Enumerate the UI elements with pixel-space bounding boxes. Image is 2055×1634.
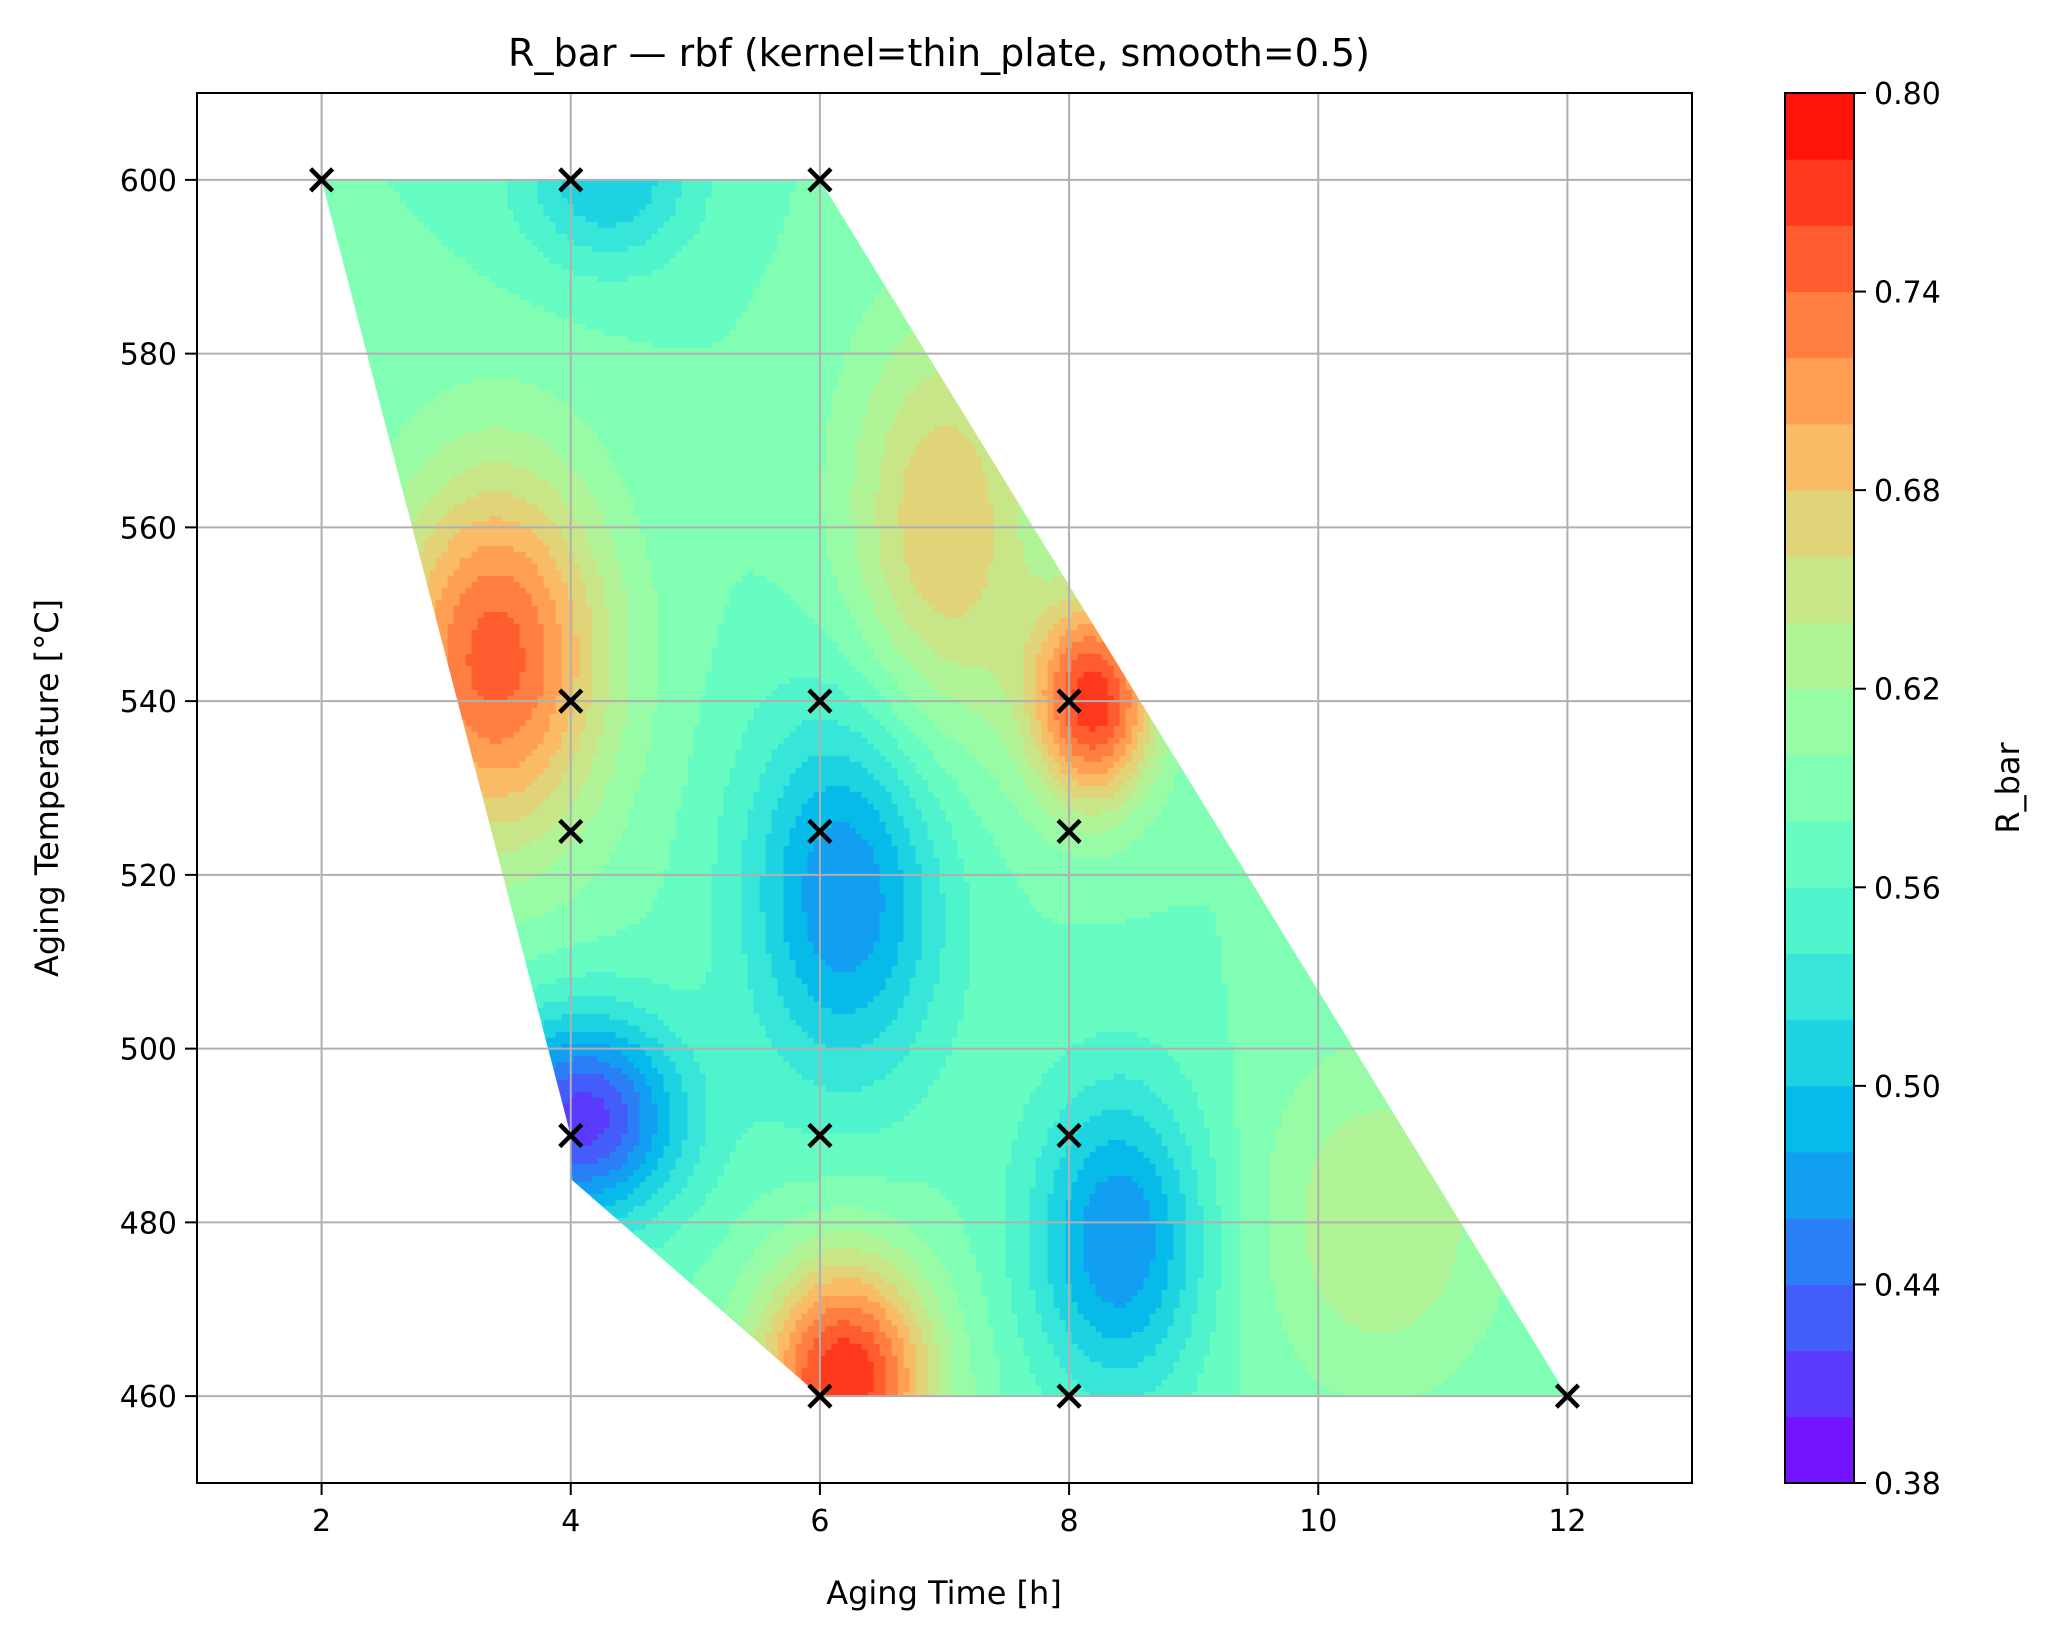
x-tick-label: 10 xyxy=(1299,1504,1337,1539)
colorbar-level xyxy=(1785,1218,1854,1285)
chart-title: R_bar — rbf (kernel=thin_plate, smooth=0… xyxy=(508,31,1370,75)
y-tick-label: 580 xyxy=(120,338,177,373)
colorbar-level xyxy=(1785,1284,1854,1351)
colorbar-tick-label: 0.50 xyxy=(1874,1070,1941,1105)
y-tick-label: 560 xyxy=(120,511,177,546)
y-axis-label: Aging Temperature [°C] xyxy=(28,599,66,977)
colorbar-level xyxy=(1785,556,1854,623)
colorbar-level xyxy=(1785,953,1854,1020)
colorbar-level xyxy=(1785,1086,1854,1153)
colorbar-tick-label: 0.38 xyxy=(1874,1467,1941,1502)
colorbar: 0.38 0.44 0.50 0.56 0.62 0.68 0.74 0.80 R_bar xyxy=(1785,77,2027,1502)
x-tick-label: 8 xyxy=(1060,1504,1079,1539)
colorbar-level xyxy=(1785,424,1854,491)
plot-area: 2 4 6 8 10 12 460 480 500 520 540 560 580 600 xyxy=(120,93,1692,1539)
y-tick-label: 460 xyxy=(120,1380,177,1415)
colorbar-level xyxy=(1785,1351,1854,1418)
x-axis-label: Aging Time [h] xyxy=(826,1574,1062,1612)
colorbar-level xyxy=(1785,821,1854,888)
colorbar-level xyxy=(1785,1417,1854,1484)
x-tick-label: 12 xyxy=(1548,1504,1586,1539)
colorbar-tick-label: 0.68 xyxy=(1874,474,1941,509)
x-tick-label: 6 xyxy=(810,1504,829,1539)
y-tick-label: 520 xyxy=(120,859,177,894)
colorbar-levels xyxy=(1785,93,1854,1484)
colorbar-level xyxy=(1785,755,1854,822)
x-axis-ticks: 2 4 6 8 10 12 xyxy=(312,1483,1586,1539)
colorbar-level xyxy=(1785,623,1854,690)
colorbar-level xyxy=(1785,689,1854,756)
y-tick-label: 540 xyxy=(120,685,177,720)
colorbar-level xyxy=(1785,292,1854,359)
x-tick-label: 2 xyxy=(312,1504,331,1539)
contour-fill xyxy=(322,180,1571,1399)
colorbar-level xyxy=(1785,1020,1854,1087)
colorbar-level xyxy=(1785,93,1854,160)
colorbar-level xyxy=(1785,358,1854,425)
x-tick-label: 4 xyxy=(561,1504,580,1539)
colorbar-tick-label: 0.44 xyxy=(1874,1268,1941,1303)
y-axis-ticks: 460 480 500 520 540 560 580 600 xyxy=(120,164,197,1415)
y-tick-label: 500 xyxy=(120,1033,177,1068)
colorbar-ticks: 0.38 0.44 0.50 0.56 0.62 0.68 0.74 0.80 xyxy=(1854,77,1941,1502)
colorbar-tick-label: 0.56 xyxy=(1874,871,1941,906)
colorbar-level xyxy=(1785,1152,1854,1219)
colorbar-tick-label: 0.80 xyxy=(1874,77,1941,112)
y-tick-label: 600 xyxy=(120,164,177,199)
colorbar-level xyxy=(1785,887,1854,954)
y-tick-label: 480 xyxy=(120,1206,177,1241)
colorbar-level xyxy=(1785,225,1854,292)
colorbar-tick-label: 0.62 xyxy=(1874,673,1941,708)
colorbar-tick-label: 0.74 xyxy=(1874,276,1941,311)
colorbar-label: R_bar xyxy=(1989,742,2027,834)
colorbar-level xyxy=(1785,490,1854,557)
colorbar-level xyxy=(1785,159,1854,226)
